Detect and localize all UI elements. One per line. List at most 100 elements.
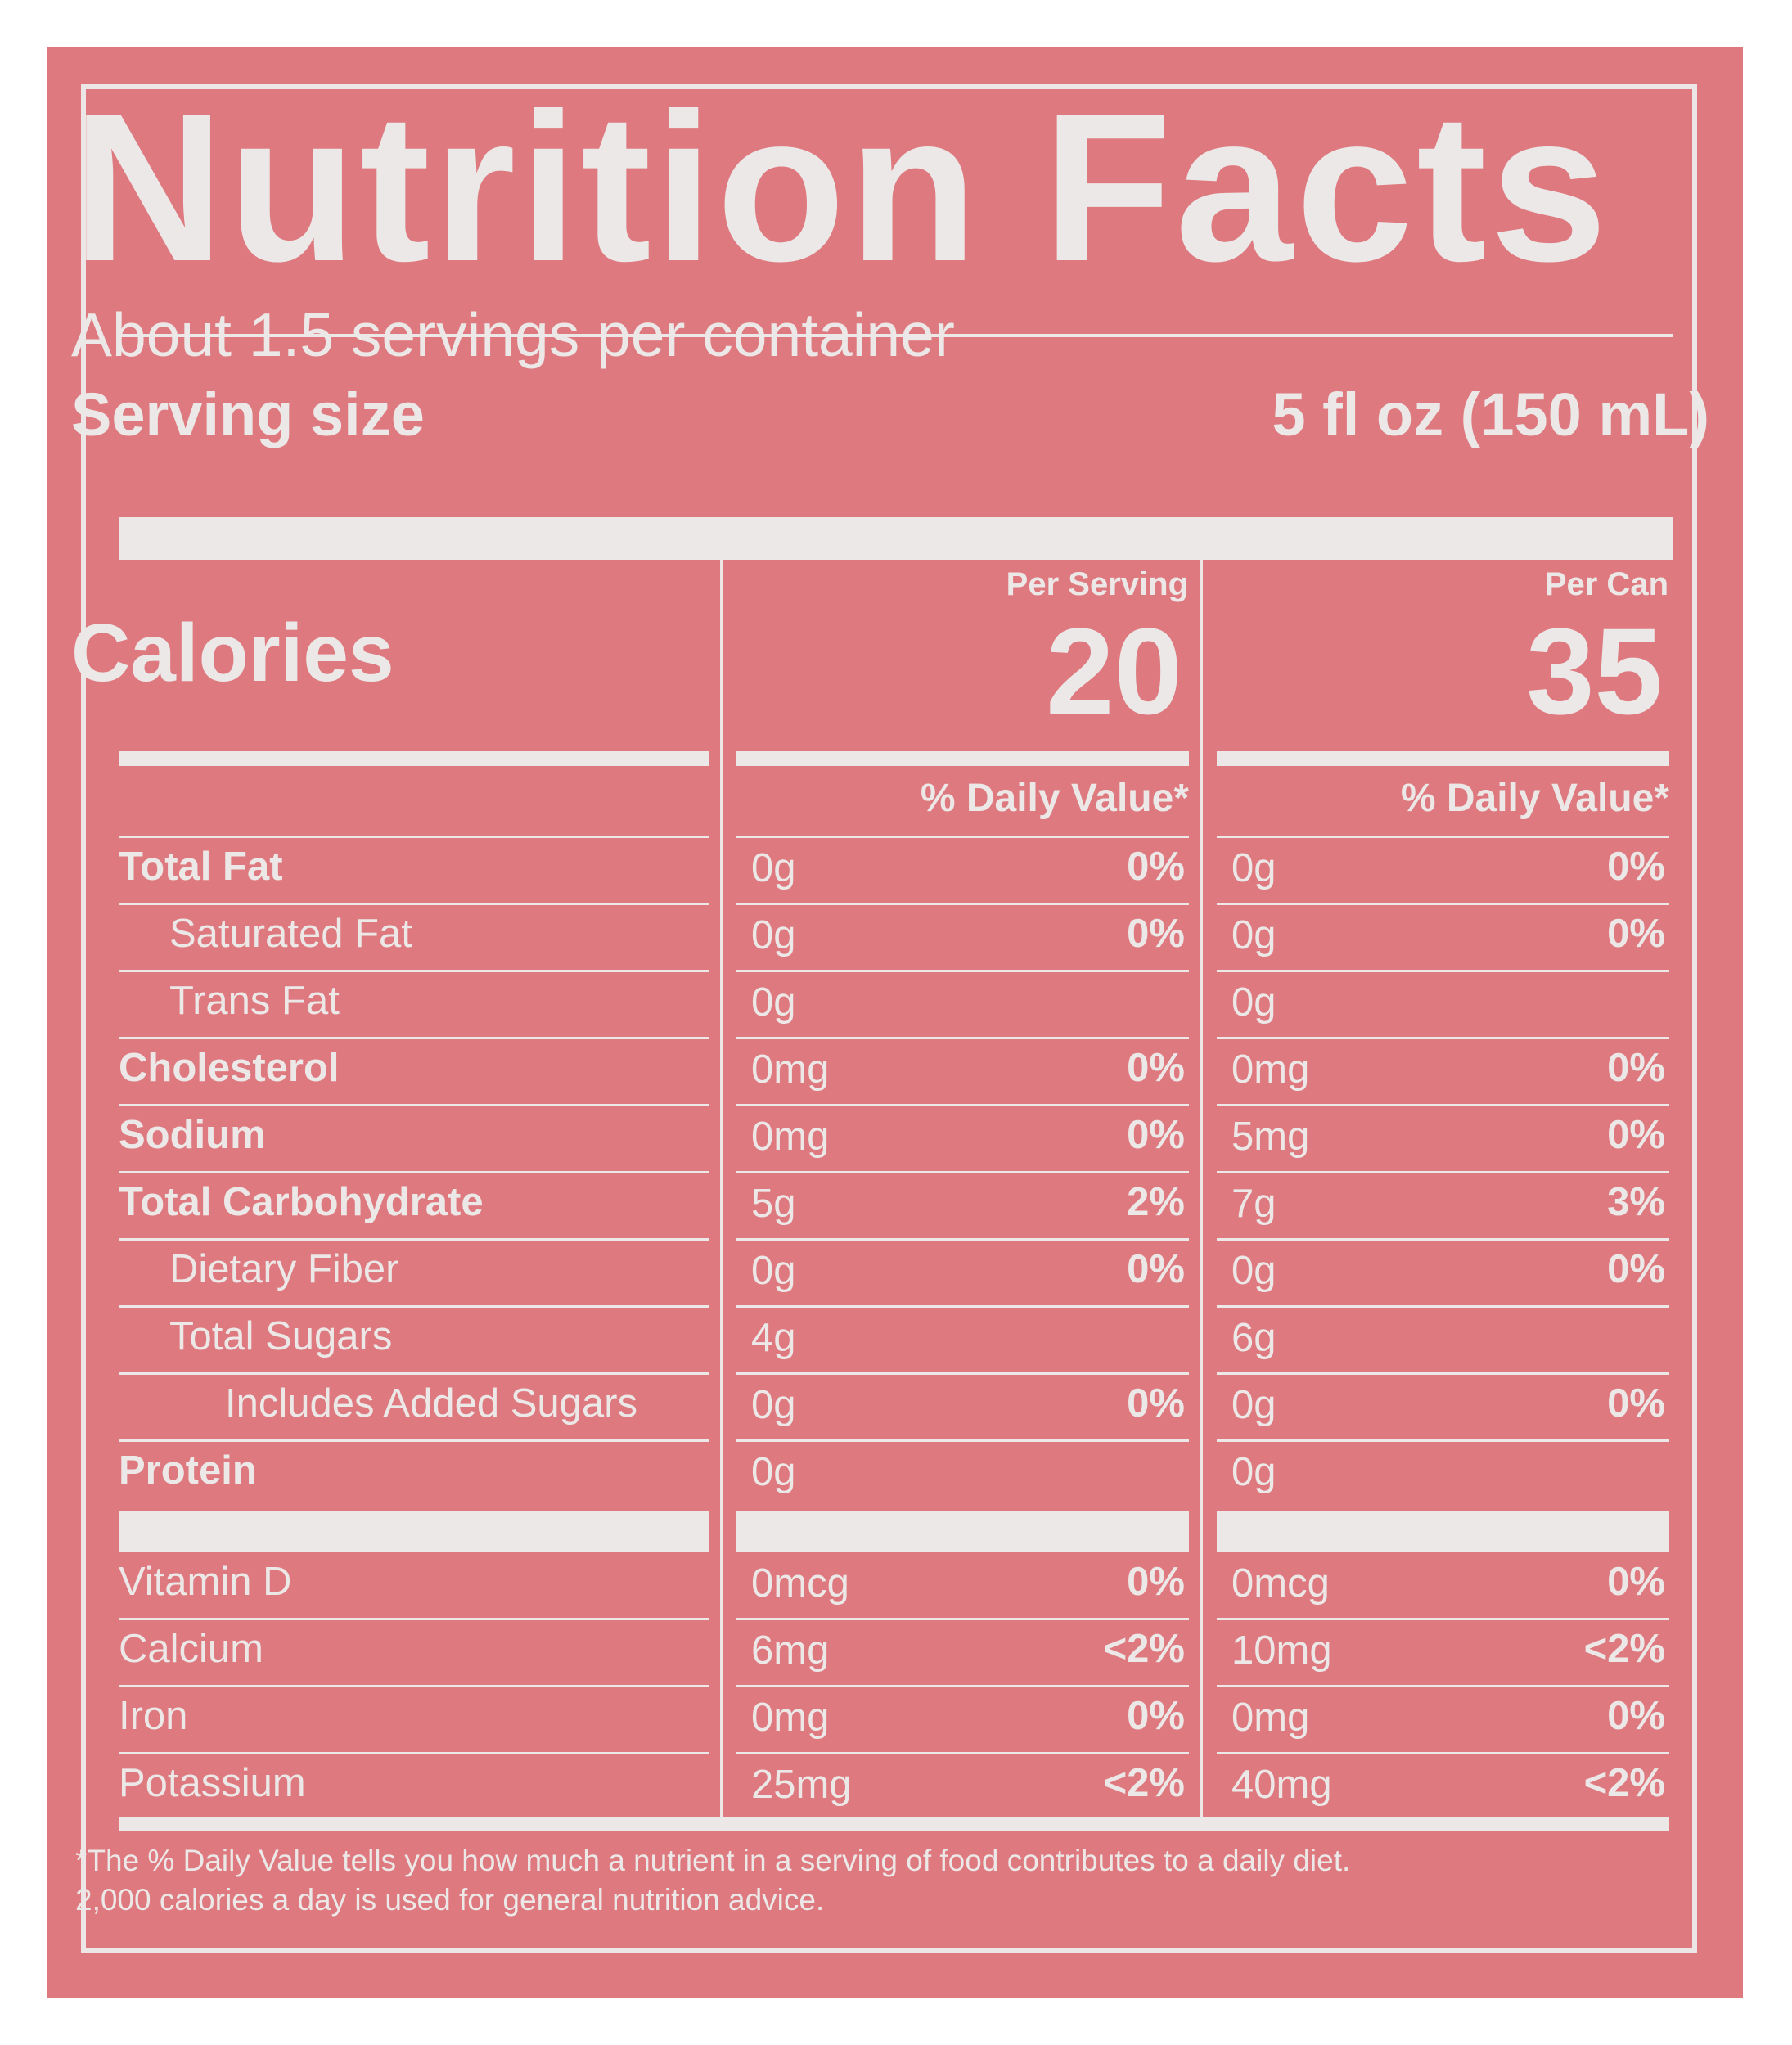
vitamin-name: Calcium [119,1627,263,1671]
nutrient-serving-amount: 5g [751,1182,796,1226]
thick-rule-vitamins-left [119,1511,709,1552]
column-divider-1 [720,560,723,1817]
nutrient-serving-daily-value: 0% [1127,1113,1185,1157]
daily-value-header-can: % Daily Value* [1400,777,1669,820]
row-rule-2 [736,836,1189,838]
nutrient-name: Includes Added Sugars [225,1381,637,1426]
row-rule-3 [1217,836,1669,838]
row-rule-2 [736,970,1189,972]
row-rule-2 [736,1372,1189,1375]
nutrient-can-daily-value: 0% [1607,1113,1665,1157]
nutrient-serving-amount: 0g [751,913,796,957]
row-rule-1 [119,1171,709,1173]
nutrient-name: Trans Fat [169,979,340,1023]
nutrient-serving-amount: 0g [751,980,796,1025]
nutrient-name: Cholesterol [119,1046,340,1090]
vitamin-rule-1 [119,1685,709,1687]
nutrient-row: Protein 0g 0g [0,1441,1792,1507]
nutrient-name: Protein [119,1448,257,1493]
nutrient-can-amount: 0mg [1231,1047,1310,1092]
thick-rule-top [119,517,1673,560]
vitamin-can-daily-value: <2% [1583,1761,1665,1805]
row-rule-3 [1217,970,1669,972]
thick-rule-vitamins-mid [736,1511,1189,1552]
vitamin-serving-amount: 6mg [751,1628,830,1673]
nutrient-row: Saturated Fat 0g 0% 0g 0% [0,904,1792,970]
nutrient-serving-daily-value: 0% [1127,912,1185,956]
row-rule-1 [119,903,709,905]
title-rule [119,334,1673,337]
nutrient-serving-amount: 0g [751,846,796,890]
calories-rule-mid [736,751,1189,766]
row-rule-3 [1217,1171,1669,1173]
vitamin-serving-amount: 25mg [751,1763,852,1807]
label-border [81,84,1697,1953]
servings-per-container: About 1.5 servings per container [71,300,955,369]
vitamin-row: Vitamin D 0mcg 0% 0mcg 0% [0,1552,1792,1618]
row-rule-3 [1217,903,1669,905]
row-rule-2 [736,1104,1189,1106]
vitamin-can-amount: 0mcg [1231,1561,1330,1606]
nutrient-can-daily-value: 0% [1607,845,1665,889]
footnote-rule [119,1817,1669,1831]
row-rule-3 [1217,1104,1669,1106]
nutrient-serving-amount: 4g [751,1316,796,1360]
nutrient-can-amount: 6g [1231,1316,1276,1360]
nutrient-serving-amount: 0g [751,1383,796,1427]
vitamin-can-amount: 0mg [1231,1696,1310,1740]
nutrient-can-amount: 0g [1231,1450,1276,1494]
nutrient-can-daily-value: 0% [1607,1247,1665,1291]
row-rule-1 [119,970,709,972]
row-rule-3 [1217,1305,1669,1308]
vitamin-rule-2 [736,1618,1189,1620]
serving-size-label: Serving size [71,381,425,448]
vitamin-serving-amount: 0mcg [751,1561,849,1606]
row-rule-1 [119,1104,709,1106]
vitamin-can-daily-value: 0% [1607,1560,1665,1604]
row-rule-2 [736,1037,1189,1039]
column-divider-2 [1200,560,1203,1817]
calories-label: Calories [71,607,394,699]
vitamin-rule-1 [119,1752,709,1754]
row-rule-1 [119,1037,709,1039]
nutrient-serving-amount: 0mg [751,1047,830,1092]
nutrient-can-amount: 0g [1231,980,1276,1025]
serving-size-value: 5 fl oz (150 mL) [1272,381,1709,448]
vitamin-row: Calcium 6mg <2% 10mg <2% [0,1619,1792,1685]
vitamin-row: Potassium 25mg <2% 40mg <2% [0,1754,1792,1819]
nutrient-can-amount: 0g [1231,1383,1276,1427]
nutrient-name: Saturated Fat [169,912,412,956]
nutrient-can-amount: 0g [1231,913,1276,957]
row-rule-2 [736,1238,1189,1241]
row-rule-2 [736,1171,1189,1173]
nutrient-can-daily-value: 3% [1607,1180,1665,1224]
nutrition-label-panel [47,47,1743,1998]
vitamin-rule-2 [736,1752,1189,1754]
vitamin-serving-daily-value: <2% [1103,1627,1185,1671]
footnote-line-1: *The % Daily Value tells you how much a … [75,1844,1351,1877]
nutrient-serving-amount: 0g [751,1249,796,1293]
row-rule-3 [1217,1037,1669,1039]
nutrient-row: Includes Added Sugars 0g 0% 0g 0% [0,1374,1792,1439]
nutrient-serving-daily-value: 0% [1127,845,1185,889]
vitamin-can-daily-value: <2% [1583,1627,1665,1671]
nutrient-row: Dietary Fiber 0g 0% 0g 0% [0,1240,1792,1305]
row-rule-1 [119,1238,709,1241]
row-rule-1 [119,1439,709,1442]
vitamin-serving-amount: 0mg [751,1696,830,1740]
nutrient-row: Total Sugars 4g 6g [0,1307,1792,1372]
calories-rule-left [119,751,709,766]
footnote-line-2: 2,000 calories a day is used for general… [75,1883,825,1917]
vitamin-serving-daily-value: 0% [1127,1694,1185,1738]
vitamin-name: Iron [119,1694,188,1738]
row-rule-2 [736,1439,1189,1442]
nutrient-name: Sodium [119,1113,266,1157]
row-rule-2 [736,1305,1189,1308]
nutrient-name: Dietary Fiber [169,1247,399,1291]
vitamin-rule-3 [1217,1685,1669,1687]
column-header-per-serving: Per Serving [1006,566,1188,602]
nutrient-row: Cholesterol 0mg 0% 0mg 0% [0,1038,1792,1104]
nutrient-can-daily-value: 0% [1607,1046,1665,1090]
row-rule-1 [119,836,709,838]
row-rule-3 [1217,1439,1669,1442]
